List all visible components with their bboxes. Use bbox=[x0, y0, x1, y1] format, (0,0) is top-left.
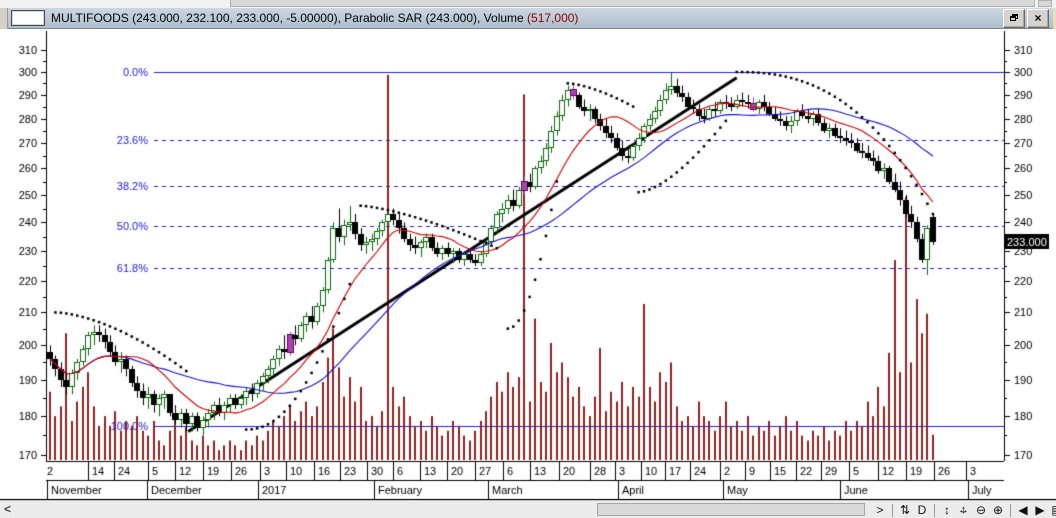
chart-window-icon[interactable] bbox=[11, 10, 45, 26]
toolbar-separator bbox=[1010, 503, 1011, 517]
chart-title-text: MULTIFOODS (243.000, 232.100, 233.000, -… bbox=[51, 11, 578, 25]
expand-right-icon[interactable]: > bbox=[876, 502, 884, 517]
chart-tool-row: > ⇅ D ↕ ↔↕ ⊖ ⊕ ◀ ▶ ▤ bbox=[872, 501, 1056, 518]
collapse-left-chevron[interactable]: < bbox=[4, 502, 12, 516]
close-button[interactable]: × bbox=[1027, 8, 1049, 28]
layout-icon[interactable]: ▤ bbox=[1049, 502, 1056, 518]
vertical-zoom-icon[interactable]: ↕ bbox=[944, 502, 950, 517]
pan-icon[interactable]: ↔ ↕ bbox=[958, 503, 969, 516]
data-window-icon[interactable]: D bbox=[917, 502, 927, 517]
title-quote: MULTIFOODS (243.000, 232.100, 233.000, -… bbox=[51, 11, 528, 25]
parent-scrollbar-strip bbox=[0, 0, 1056, 8]
horizontal-scrollbar-thumb[interactable] bbox=[597, 503, 865, 516]
zoom-out-icon[interactable]: ⊖ bbox=[975, 502, 987, 517]
scroll-right-icon[interactable]: ▶ bbox=[1035, 502, 1045, 517]
parent-scrollbar-box[interactable] bbox=[1038, 0, 1052, 7]
restore-icon bbox=[1009, 14, 1019, 22]
price-chart-canvas[interactable] bbox=[0, 29, 1056, 500]
title-volume: (517,000) bbox=[527, 11, 579, 25]
rescale-icon[interactable]: ⇅ bbox=[899, 502, 911, 517]
zoom-in-icon[interactable]: ⊕ bbox=[992, 502, 1004, 517]
chart-title-bar[interactable]: MULTIFOODS (243.000, 232.100, 233.000, -… bbox=[8, 8, 1053, 29]
parent-scrollbar-track[interactable] bbox=[230, 0, 1035, 7]
toolbar-separator bbox=[892, 503, 893, 517]
restore-button[interactable] bbox=[1003, 8, 1025, 28]
close-icon: × bbox=[1034, 11, 1042, 25]
bottom-toolbar: < > ⇅ D ↕ ↔↕ ⊖ ⊕ ◀ ▶ ▤ bbox=[0, 500, 1056, 518]
toolbar-separator bbox=[934, 503, 935, 517]
scroll-left-icon[interactable]: ◀ bbox=[1018, 502, 1028, 517]
